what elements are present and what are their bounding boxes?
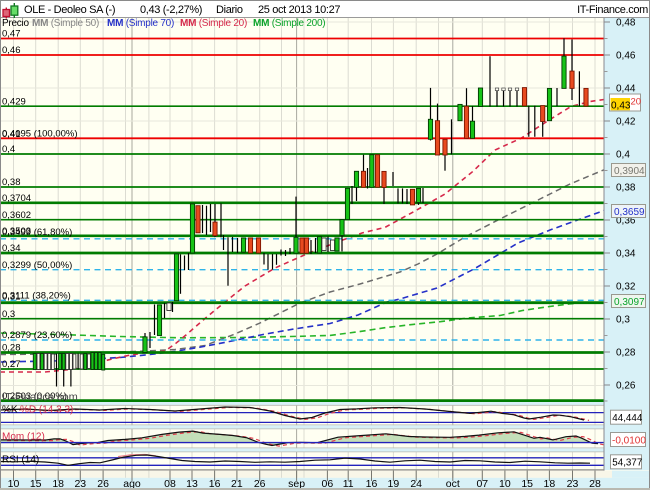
svg-text:0,429: 0,429 [2,96,26,107]
svg-text:0,38: 0,38 [616,183,636,194]
svg-text:0,46: 0,46 [616,51,636,62]
svg-text:26: 26 [254,478,266,490]
svg-text:0,48: 0,48 [616,18,636,29]
svg-text:0,3704: 0,3704 [2,193,31,204]
svg-text:IT-Finance.com: IT-Finance.com [2,392,78,404]
svg-text:Mom (12): Mom (12) [2,432,45,443]
svg-text:Diario: Diario [216,4,243,16]
svg-text:0,2503 (0,00%): 0,2503 (0,00%) [2,391,67,402]
svg-text:21: 21 [231,478,243,490]
svg-text:%K: %K [2,405,18,416]
svg-text:RSI (14): RSI (14) [2,455,39,466]
svg-text:-0,0100: -0,0100 [612,435,646,446]
svg-text:IT-Finance.com: IT-Finance.com [577,4,648,16]
svg-text:25 oct 2013 10:27: 25 oct 2013 10:27 [258,4,340,16]
svg-text:0,31: 0,31 [2,291,21,302]
svg-text:0,27: 0,27 [2,359,21,370]
svg-text:0,3602: 0,3602 [2,210,31,221]
svg-text:0,3097: 0,3097 [614,297,645,308]
svg-text:0,46: 0,46 [2,45,21,56]
svg-text:%D (14 3 3): %D (14 3 3) [20,405,73,416]
svg-text:0,3499 (61,80%): 0,3499 (61,80%) [2,227,72,238]
svg-text:oct: oct [446,478,460,490]
svg-text:0,26: 0,26 [616,381,636,392]
svg-text:06: 06 [322,478,334,490]
svg-text:18: 18 [52,478,64,490]
svg-text:23: 23 [74,478,86,490]
svg-text:0,42: 0,42 [616,117,636,128]
svg-text:23: 23 [567,478,579,490]
svg-text:MM (Simple 200): MM (Simple 200) [253,18,325,29]
svg-text:54,377: 54,377 [612,457,642,468]
svg-text:26: 26 [97,478,109,490]
svg-text:0,4095 (100,00%): 0,4095 (100,00%) [2,128,78,139]
svg-text:MM (Simple 70): MM (Simple 70) [107,18,174,29]
svg-text:0,3904: 0,3904 [614,166,645,177]
svg-text:0,3: 0,3 [616,315,630,326]
svg-text:18: 18 [544,478,556,490]
svg-text:0,36: 0,36 [616,216,636,227]
svg-text:16: 16 [366,478,378,490]
svg-text:11: 11 [343,478,354,490]
svg-text:ago: ago [123,478,141,490]
svg-text:0,34: 0,34 [616,249,636,260]
svg-text:08: 08 [164,478,176,490]
svg-text:0,4: 0,4 [616,150,630,161]
svg-text:0,3503: 0,3503 [2,226,31,237]
svg-text:0,43 (-2,27%): 0,43 (-2,27%) [140,4,202,16]
svg-text:15: 15 [521,478,533,490]
svg-text:13: 13 [186,478,198,490]
svg-text:Precio: Precio [2,18,30,29]
svg-text:0,3111 (38,20%): 0,3111 (38,20%) [2,290,71,301]
svg-text:0,47: 0,47 [2,29,21,40]
svg-text:0,4: 0,4 [2,144,15,155]
svg-text:16: 16 [209,478,221,490]
svg-text:19: 19 [388,478,400,490]
svg-text:28: 28 [589,478,601,490]
svg-text:OLE - Deoleo SA (-): OLE - Deoleo SA (-) [24,4,115,16]
svg-text:0,3299 (50,00%): 0,3299 (50,00%) [2,260,72,271]
svg-text:0,44: 0,44 [616,84,636,95]
svg-text:0,28: 0,28 [2,343,21,354]
svg-text:0,3: 0,3 [2,309,15,320]
svg-text:MM (Simple 20): MM (Simple 20) [180,18,247,29]
svg-text:0,34: 0,34 [2,243,21,254]
svg-text:10: 10 [8,478,20,490]
svg-text:44,444: 44,444 [612,413,643,424]
svg-text:0,2879 (23,60%): 0,2879 (23,60%) [2,330,72,341]
svg-text:0,32: 0,32 [616,282,636,293]
svg-text:0,28: 0,28 [616,348,636,359]
svg-text:0,43: 0,43 [611,101,631,112]
svg-text:20: 20 [631,97,642,108]
svg-text:sep: sep [288,478,305,490]
svg-text:15: 15 [30,478,42,490]
svg-text:0,38: 0,38 [2,177,21,188]
svg-text:MM (Simple 50): MM (Simple 50) [32,18,99,29]
svg-text:07: 07 [476,478,488,490]
svg-text:0,3659: 0,3659 [614,207,645,218]
svg-text:10: 10 [499,478,511,490]
svg-text:24: 24 [410,478,422,490]
svg-text:0,41: 0,41 [2,129,21,140]
